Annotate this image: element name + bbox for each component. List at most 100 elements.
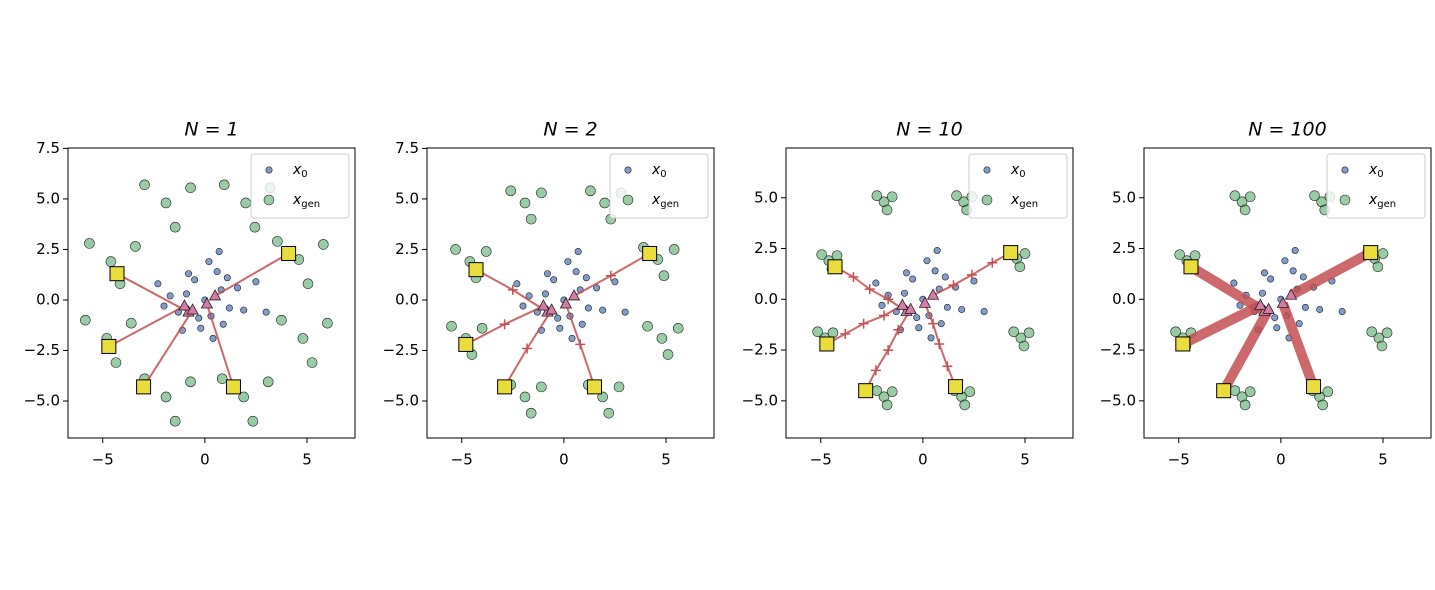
- xgen-point: [1174, 249, 1186, 260]
- end-point: [1363, 245, 1379, 261]
- start-point: [559, 297, 573, 309]
- end-point: [587, 379, 603, 395]
- xgen-point: [613, 381, 625, 393]
- x0-point: [1291, 247, 1299, 255]
- xgen-point: [881, 399, 893, 411]
- plot-area: [446, 185, 684, 419]
- x0-point: [556, 324, 564, 332]
- y-tick-label: 0.0: [754, 290, 778, 308]
- y-tick-label: −5.0: [383, 392, 419, 410]
- start-point: [926, 288, 940, 300]
- xgen-point: [185, 182, 196, 194]
- xgen-point: [160, 197, 172, 209]
- xgen-point: [831, 250, 843, 261]
- xgen-point: [249, 221, 261, 233]
- xgen-point: [951, 190, 962, 202]
- subplot-title: N = 100: [1248, 119, 1326, 141]
- x0-point: [980, 307, 988, 315]
- xgen-point: [585, 185, 596, 197]
- x0-point: [915, 324, 923, 332]
- xgen-point: [1376, 340, 1388, 352]
- y-tick-label: 5.0: [1112, 188, 1136, 206]
- end-point: [281, 245, 297, 261]
- legend-marker: [981, 194, 993, 206]
- start-point: [537, 299, 550, 311]
- plot-area: [1170, 190, 1393, 411]
- y-tick-label: 0.0: [1112, 290, 1136, 308]
- xgen-point: [169, 221, 181, 233]
- xgen-point: [1023, 327, 1035, 339]
- x0-point: [1281, 257, 1289, 265]
- step-marker: [522, 343, 533, 354]
- xgen-point: [959, 399, 971, 411]
- legend-label: x0: [1010, 162, 1026, 180]
- x0-point: [185, 270, 193, 278]
- xgen-point: [476, 322, 488, 334]
- xgen-point: [964, 386, 976, 397]
- xgen-point: [1018, 340, 1030, 352]
- xgen-point: [169, 415, 181, 427]
- xgen-point: [218, 179, 230, 191]
- x0-point: [933, 247, 941, 255]
- y-tick-label: −5.0: [1100, 391, 1136, 409]
- axes-frame: [426, 147, 715, 439]
- legend-box: [609, 153, 709, 219]
- xgen-point: [450, 244, 461, 255]
- xgen-point: [160, 391, 172, 403]
- x0-point: [943, 303, 951, 311]
- start-point: [178, 299, 191, 311]
- y-tick-label: −2.5: [742, 341, 778, 359]
- x0-point: [215, 247, 223, 255]
- legend-label: xgen: [1010, 192, 1038, 210]
- subplot-title: N = 1: [184, 119, 238, 141]
- x0-point: [213, 268, 221, 276]
- x0-point: [931, 267, 939, 275]
- x-tick-label: 0: [559, 451, 569, 469]
- x0-point: [1258, 289, 1266, 297]
- xgen-point: [238, 391, 249, 403]
- xgen-point: [110, 357, 122, 368]
- subplot-title: N = 10: [896, 119, 962, 141]
- xgen-point: [662, 349, 674, 360]
- xgen-point: [1244, 386, 1256, 397]
- x-tick-label: 0: [1276, 451, 1286, 469]
- end-point: [225, 379, 241, 395]
- legend-marker: [1339, 194, 1351, 206]
- x-tick-label: 5: [302, 451, 312, 469]
- start-point: [896, 298, 909, 310]
- xgen-point: [597, 391, 608, 403]
- xgen-point: [1239, 204, 1251, 216]
- y-tick-label: −5.0: [742, 391, 778, 409]
- y-tick-label: 5.0: [395, 189, 419, 207]
- xgen-point: [1377, 248, 1389, 259]
- step-marker: [870, 365, 881, 376]
- legend-label: xgen: [292, 192, 320, 210]
- legend-box: [250, 153, 350, 219]
- trajectory: [116, 272, 189, 313]
- xgen-point: [1014, 261, 1026, 273]
- end-point: [101, 338, 117, 354]
- step-marker: [883, 294, 894, 305]
- subplot: N = 2 −5 0 5 −5.0 −2.5 0.0 2.5 5.0 7.5 x0 xgen: [383, 119, 715, 469]
- plot-area: [812, 190, 1035, 411]
- end-point: [1003, 245, 1019, 261]
- x-tick-label: −5: [451, 451, 473, 469]
- axes-frame: [1143, 147, 1432, 439]
- xgen-point: [1244, 191, 1256, 203]
- xgen-point: [1317, 399, 1329, 411]
- y-tick-label: 7.5: [36, 139, 60, 157]
- x0-point: [574, 247, 582, 255]
- xgen-point: [216, 373, 228, 385]
- y-tick-label: 0.0: [36, 290, 60, 308]
- legend-label: xgen: [651, 192, 679, 210]
- xgen-point: [871, 190, 883, 202]
- y-tick-label: −2.5: [24, 341, 60, 359]
- xgen-point: [130, 241, 141, 252]
- step-marker: [507, 284, 518, 295]
- xgen-point: [297, 333, 309, 344]
- end-point: [1183, 259, 1199, 275]
- legend-label: xgen: [1368, 192, 1396, 210]
- start-point: [1254, 298, 1267, 310]
- trajectory: [205, 303, 235, 388]
- xgen-point: [642, 320, 653, 332]
